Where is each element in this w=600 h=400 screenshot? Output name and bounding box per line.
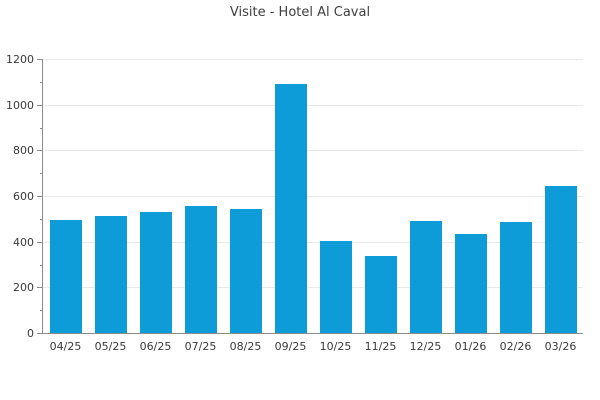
x-axis-label: 06/25 — [139, 340, 172, 353]
x-axis-label: 09/25 — [274, 340, 307, 353]
gridline-y-200 — [43, 287, 583, 288]
gridline-y-1200 — [43, 59, 583, 60]
bar-11-25 — [364, 256, 397, 333]
gridline-y-600 — [43, 196, 583, 197]
y-axis-tick-label: 1200 — [6, 53, 34, 66]
x-axis-label: 03/26 — [544, 340, 577, 353]
x-axis-label: 11/25 — [364, 340, 397, 353]
y-axis-tick-label: 200 — [13, 281, 34, 294]
bar-08-25 — [229, 209, 262, 333]
bar-05-25 — [94, 216, 127, 333]
chart-title: Visite - Hotel Al Caval — [229, 5, 371, 20]
y-axis-minor-tick — [40, 82, 43, 83]
bar-01-26 — [454, 234, 487, 333]
x-axis-label: 10/25 — [319, 340, 352, 353]
plot-area: 0 200 400 600 800 1000 1200 04/25 05/25 06/25 07/2… — [6, 54, 583, 352]
y-axis-tick-label: 400 — [13, 236, 34, 249]
y-axis-major-tick — [37, 59, 43, 60]
x-axis-label: 02/26 — [499, 340, 532, 353]
bar-10-25 — [319, 241, 352, 333]
y-axis-minor-tick — [40, 310, 43, 311]
y-axis-minor-tick — [40, 128, 43, 129]
y-axis-minor-tick — [40, 265, 43, 266]
y-axis-tick-label: 800 — [13, 144, 34, 157]
x-axis-label: 12/25 — [409, 340, 442, 353]
y-axis-major-tick — [37, 287, 43, 288]
x-axis-label: 05/25 — [94, 340, 127, 353]
bar-02-26 — [499, 222, 532, 333]
gridline-y-1000 — [43, 105, 583, 106]
y-axis-tick-label: 1000 — [6, 99, 34, 112]
bar-12-25 — [409, 221, 442, 333]
bar-06-25 — [139, 212, 172, 333]
y-axis-minor-tick — [40, 219, 43, 220]
bar-07-25 — [184, 206, 217, 333]
gridline-y-800 — [43, 150, 583, 151]
y-axis-major-tick — [37, 196, 43, 197]
gridline-y-400 — [43, 242, 583, 243]
bar-09-25 — [274, 84, 307, 333]
y-axis-major-tick — [37, 333, 43, 334]
bar-03-26 — [544, 186, 577, 333]
x-axis-label: 01/26 — [454, 340, 487, 353]
bar-04-25 — [49, 220, 82, 333]
y-axis-tick-label: 0 — [27, 327, 34, 340]
x-axis-label: 08/25 — [229, 340, 262, 353]
y-axis-tick-label: 600 — [13, 190, 34, 203]
y-axis-major-tick — [37, 150, 43, 151]
y-axis-major-tick — [37, 242, 43, 243]
x-axis-label: 04/25 — [49, 340, 82, 353]
x-axis-label: 07/25 — [184, 340, 217, 353]
y-axis-major-tick — [37, 105, 43, 106]
y-axis-minor-tick — [40, 173, 43, 174]
